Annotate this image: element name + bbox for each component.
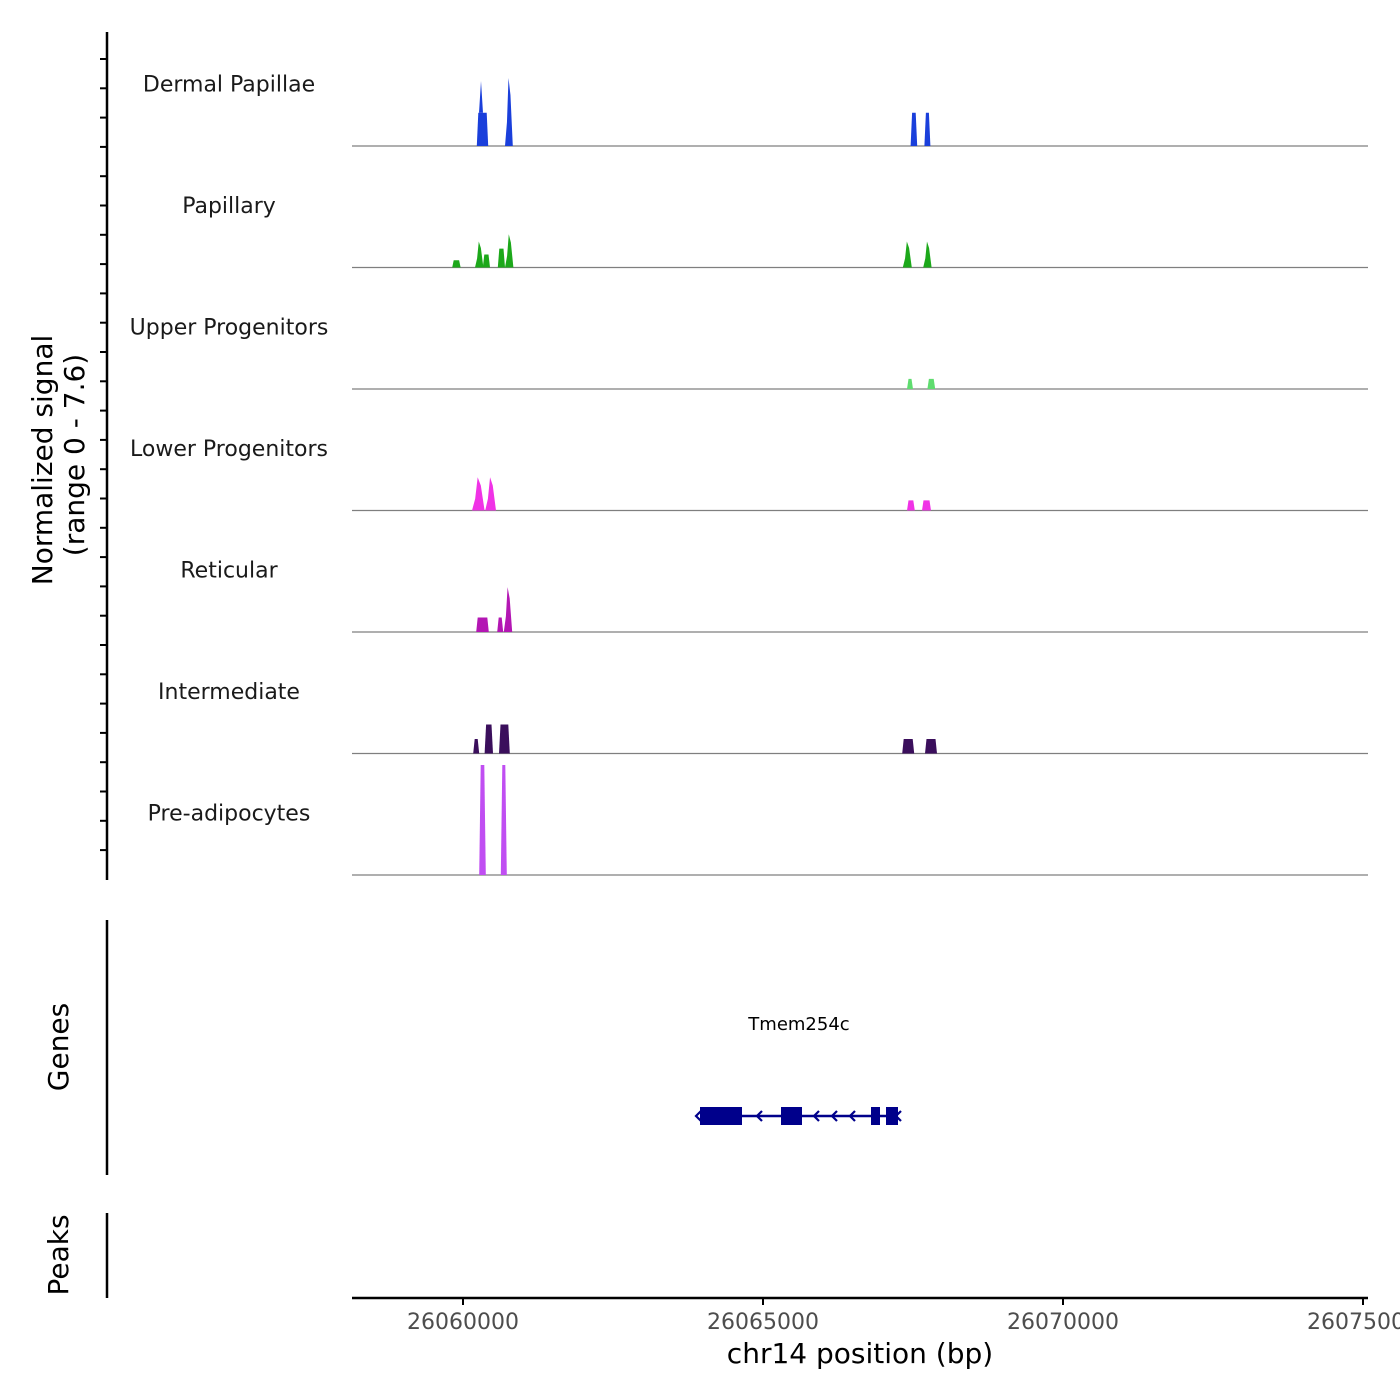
strand-arrow bbox=[894, 1110, 902, 1122]
track-label: Dermal Papillae bbox=[143, 73, 315, 98]
track-label: Papillary bbox=[182, 194, 276, 219]
signal-peak bbox=[923, 241, 932, 268]
track-reticular: Reticular bbox=[180, 559, 1368, 633]
gene-name-label: Tmem254c bbox=[747, 1014, 849, 1035]
x-tick-label: 26060000 bbox=[407, 1310, 519, 1335]
track-label: Intermediate bbox=[158, 680, 300, 705]
track-papillary: Papillary bbox=[182, 194, 1368, 269]
strand-arrow bbox=[694, 1110, 702, 1122]
gene-exon bbox=[796, 1107, 802, 1125]
x-tick-label: 26065000 bbox=[707, 1310, 819, 1335]
x-axis-title: chr14 position (bp) bbox=[727, 1337, 993, 1370]
track-intermediate: Intermediate bbox=[158, 680, 1368, 755]
track-pre-adipocytes: Pre-adipocytes bbox=[148, 765, 1368, 876]
signal-peak bbox=[476, 617, 489, 632]
track-label: Pre-adipocytes bbox=[148, 802, 311, 827]
signal-peak bbox=[479, 765, 486, 875]
signal-peak bbox=[505, 77, 513, 146]
signal-peak bbox=[907, 378, 913, 389]
y-axis-range-label: (range 0 - 7.6) bbox=[58, 354, 91, 556]
signal-peak bbox=[503, 587, 513, 632]
x-axis: 26060000 26065000 26070000 26075000 bbox=[352, 1296, 1400, 1335]
signal-peak bbox=[499, 724, 510, 754]
signal-peak bbox=[922, 500, 931, 511]
strand-arrow bbox=[848, 1110, 856, 1122]
signal-peak bbox=[910, 112, 918, 146]
signal-peak bbox=[497, 248, 505, 268]
gene-annotation-track: Tmem254c bbox=[694, 1014, 902, 1125]
signal-peak bbox=[497, 617, 504, 632]
gene-exon bbox=[781, 1107, 796, 1125]
genes-track-label: Genes bbox=[42, 1003, 75, 1091]
gene-exon bbox=[871, 1107, 880, 1125]
signal-peak bbox=[500, 765, 507, 875]
track-upper-progenitors: Upper Progenitors bbox=[130, 316, 1368, 390]
signal-peak bbox=[902, 241, 912, 268]
strand-arrow bbox=[755, 1110, 763, 1122]
track-dermal-papillae: Dermal Papillae bbox=[143, 73, 1368, 147]
signal-peak bbox=[452, 260, 461, 268]
signal-peak bbox=[924, 112, 931, 146]
track-label: Reticular bbox=[180, 559, 278, 584]
track-label: Lower Progenitors bbox=[130, 437, 328, 462]
gene-exon bbox=[886, 1107, 898, 1125]
signal-peak bbox=[476, 112, 489, 146]
signal-peak bbox=[482, 254, 490, 268]
signal-peak bbox=[473, 739, 480, 754]
peaks-track-label: Peaks bbox=[42, 1214, 75, 1295]
y-axis-title: Normalized signal bbox=[26, 335, 59, 586]
strand-arrow bbox=[830, 1110, 838, 1122]
signal-peak bbox=[902, 739, 915, 754]
signal-spike bbox=[479, 80, 483, 113]
coverage-tracks: Dermal Papillae Papillary Upper Progenitor… bbox=[130, 73, 1368, 876]
signal-peak bbox=[475, 241, 484, 268]
signal-y-axis bbox=[100, 32, 109, 880]
gene-exon bbox=[700, 1107, 742, 1125]
strand-arrow bbox=[812, 1110, 820, 1122]
signal-peak bbox=[472, 477, 485, 511]
x-tick-label: 26075000 bbox=[1307, 1310, 1400, 1335]
signal-peak bbox=[485, 477, 496, 511]
signal-peak bbox=[907, 500, 915, 511]
signal-peak bbox=[927, 378, 936, 389]
signal-peak bbox=[484, 724, 493, 754]
track-lower-progenitors: Lower Progenitors bbox=[130, 437, 1368, 512]
signal-peak bbox=[925, 739, 937, 754]
signal-peak bbox=[505, 234, 514, 268]
track-label: Upper Progenitors bbox=[130, 316, 329, 341]
x-tick-label: 26070000 bbox=[1007, 1310, 1119, 1335]
